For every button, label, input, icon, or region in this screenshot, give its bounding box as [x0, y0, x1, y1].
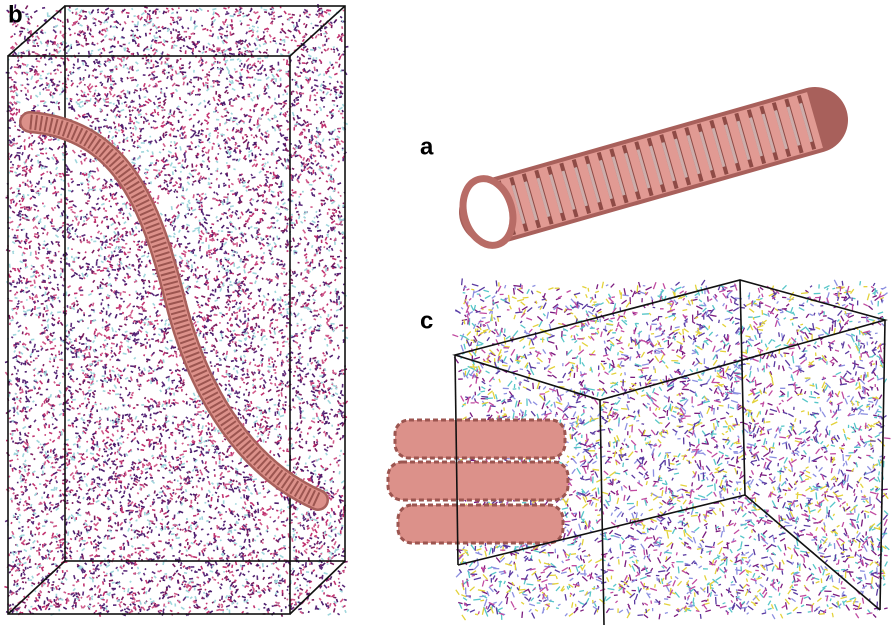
box-edge — [745, 495, 880, 610]
box-edge — [290, 561, 345, 614]
tube — [395, 420, 565, 458]
panel-label: c — [420, 307, 433, 334]
tube — [398, 505, 563, 543]
panel-label: a — [420, 133, 434, 160]
nanotube-a — [456, 120, 815, 251]
figure: b a c — [0, 0, 892, 627]
nanotube-bundle-c — [388, 420, 568, 543]
panel-label: b — [8, 1, 23, 28]
box-edge — [740, 280, 745, 495]
tube — [388, 462, 568, 500]
